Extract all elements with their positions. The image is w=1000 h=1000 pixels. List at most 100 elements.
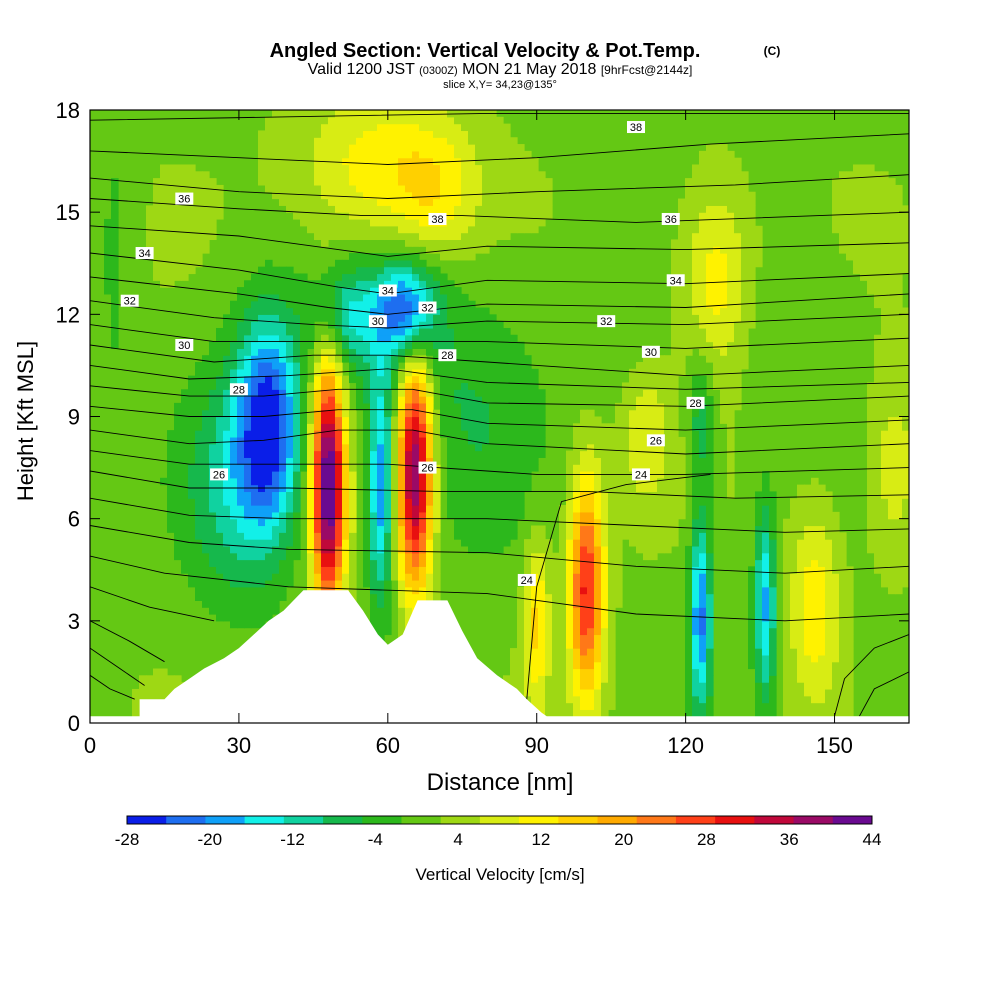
field-cell: [517, 341, 525, 349]
field-cell: [321, 110, 329, 118]
field-cell: [342, 171, 350, 179]
field-cell: [307, 212, 315, 220]
field-cell: [671, 505, 679, 513]
field-cell: [202, 470, 210, 479]
field-cell: [685, 600, 693, 608]
field-cell: [678, 457, 686, 465]
field-cell: [342, 334, 350, 343]
field-cell: [405, 205, 413, 213]
field-cell: [321, 484, 329, 493]
field-cell: [433, 532, 441, 540]
field-cell: [587, 620, 595, 629]
field-cell: [363, 164, 371, 172]
field-cell: [272, 566, 280, 574]
field-cell: [622, 423, 630, 431]
field-cell: [818, 654, 826, 663]
field-cell: [426, 137, 434, 145]
field-cell: [769, 668, 777, 676]
field-cell: [384, 123, 392, 132]
field-cell: [300, 273, 308, 281]
field-cell: [174, 416, 182, 424]
field-cell: [321, 348, 329, 356]
field-cell: [335, 116, 343, 125]
field-cell: [398, 355, 406, 363]
field-cell: [713, 191, 721, 200]
field-cell: [412, 559, 420, 567]
field-cell: [636, 477, 644, 486]
field-cell: [321, 368, 329, 377]
field-cell: [587, 614, 595, 622]
field-cell: [209, 348, 217, 356]
field-cell: [657, 545, 665, 554]
field-cell: [244, 300, 252, 309]
field-cell: [636, 362, 644, 370]
field-cell: [244, 566, 252, 574]
field-cell: [720, 327, 728, 336]
field-cell: [321, 430, 329, 438]
field-cell: [769, 620, 777, 629]
field-cell: [699, 341, 707, 349]
field-cell: [594, 552, 602, 561]
field-cell: [622, 430, 630, 438]
field-cell: [825, 614, 833, 622]
field-cell: [671, 307, 679, 315]
field-cell: [671, 375, 679, 384]
field-cell: [223, 341, 231, 349]
field-cell: [279, 327, 287, 336]
field-cell: [538, 430, 546, 438]
field-cell: [692, 259, 700, 268]
field-cell: [195, 430, 203, 438]
field-cell: [384, 464, 392, 472]
field-cell: [496, 511, 504, 520]
field-cell: [265, 491, 273, 499]
field-cell: [678, 266, 686, 275]
field-cell: [426, 505, 434, 513]
field-cell: [398, 137, 406, 145]
field-cell: [384, 436, 392, 445]
field-cell: [720, 321, 728, 329]
field-cell: [615, 545, 623, 554]
field-cell: [594, 477, 602, 486]
field-cell: [342, 491, 350, 499]
field-cell: [741, 205, 749, 213]
field-cell: [545, 184, 553, 193]
field-cell: [622, 382, 630, 390]
field-cell: [188, 559, 196, 567]
field-cell: [713, 239, 721, 247]
field-cell: [650, 375, 658, 384]
field-cell: [335, 532, 343, 540]
field-cell: [713, 382, 721, 390]
field-cell: [398, 280, 406, 288]
field-cell: [818, 634, 826, 642]
field-cell: [188, 205, 196, 213]
field-cell: [370, 280, 378, 288]
field-cell: [272, 375, 280, 384]
field-cell: [202, 586, 210, 595]
field-cell: [377, 457, 385, 465]
field-cell: [706, 239, 714, 247]
field-cell: [692, 511, 700, 520]
field-cell: [384, 266, 392, 275]
field-cell: [811, 648, 819, 656]
field-cell: [230, 409, 238, 418]
field-cell: [706, 559, 714, 567]
field-cell: [279, 525, 287, 533]
field-cell: [678, 287, 686, 295]
field-cell: [314, 443, 322, 452]
field-cell: [706, 307, 714, 315]
field-cell: [503, 178, 511, 186]
field-cell: [825, 648, 833, 656]
field-cell: [461, 539, 469, 547]
field-cell: [440, 375, 448, 384]
field-cell: [685, 334, 693, 343]
field-cell: [496, 423, 504, 431]
field-cell: [279, 144, 287, 152]
field-cell: [314, 130, 322, 138]
field-cell: [496, 130, 504, 138]
field-cell: [440, 178, 448, 186]
field-cell: [489, 164, 497, 172]
field-cell: [335, 525, 343, 533]
field-cell: [496, 178, 504, 186]
field-cell: [734, 382, 742, 390]
field-cell: [111, 184, 119, 193]
